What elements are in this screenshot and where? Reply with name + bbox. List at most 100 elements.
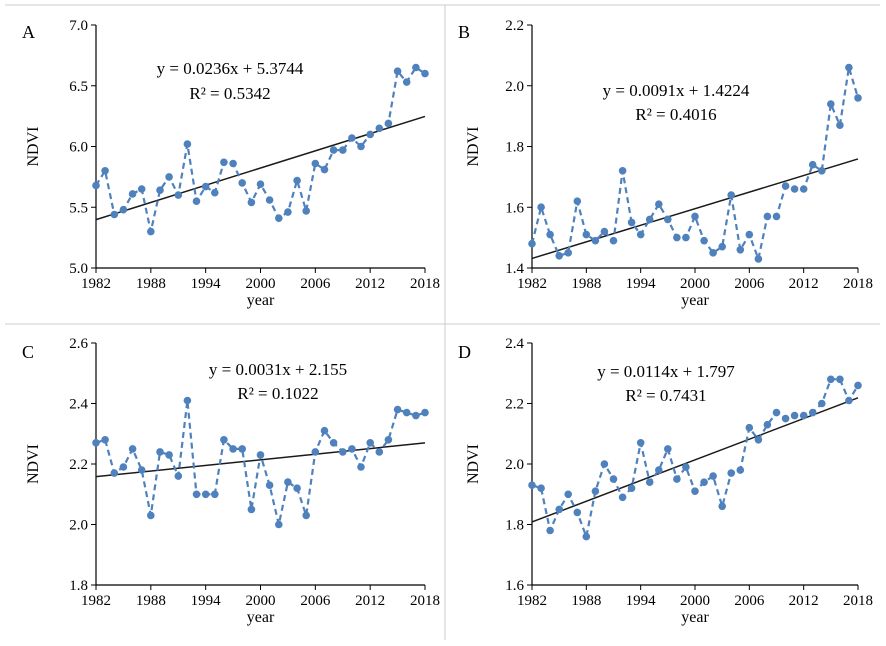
x-tick-label: 2000 [246,593,276,609]
r-squared-label: R² = 0.5342 [189,84,270,103]
data-point [555,505,563,514]
x-tick-label: 2006 [734,276,765,292]
data-point [384,119,393,128]
data-point [591,487,600,496]
data-point [836,375,844,384]
x-tick-label: 1988 [571,593,601,609]
data-point [799,185,808,193]
data-point [247,505,256,514]
y-tick-label: 2.0 [505,79,524,95]
data-point [101,167,109,175]
data-point [119,463,128,471]
x-tick-label: 1994 [191,276,222,292]
data-point [110,469,119,477]
y-tick-label: 1.6 [505,578,524,594]
data-point [718,502,726,511]
data-point [727,469,735,477]
data-point [339,448,347,456]
regression-equation: y = 0.0236x + 5.3744 [157,59,304,78]
data-point [564,490,572,499]
data-point [854,381,862,390]
data-point [220,158,228,167]
data-point [275,520,283,529]
y-tick-label: 1.6 [505,200,524,216]
data-point [573,508,582,517]
data-point [137,185,146,193]
data-point [600,227,609,236]
data-point [412,63,420,72]
data-point [201,490,210,499]
data-point [709,249,717,257]
data-point [339,146,347,154]
y-tick-label: 6.0 [69,140,88,156]
data-point [293,484,301,493]
data-point [818,167,826,175]
data-point [421,69,429,78]
x-tick-label: 1988 [571,276,601,292]
data-point [256,451,265,459]
data-point [147,227,155,236]
data-point [128,445,137,453]
data-point [192,197,201,205]
x-axis-title: year [681,292,709,309]
data-point [790,185,799,193]
y-tick-label: 2.2 [505,18,524,34]
data-point [537,203,545,211]
data-point [275,214,283,222]
y-tick-label: 2.0 [69,518,88,534]
data-point [573,197,582,205]
data-point [818,399,826,408]
chart-panel-b: 1.4 1.6 1.8 2.0 2.2 1982 1988 1994 2000 2006 2012 2… [458,18,873,309]
x-tick-label: 2000 [246,276,276,292]
data-point [636,439,645,447]
data-point [393,67,402,75]
x-tick-label: 2018 [843,276,873,292]
data-point [799,411,808,420]
data-point [348,134,356,142]
regression-equation: y = 0.0031x + 2.155 [209,360,347,379]
data-point [664,215,672,224]
y-tick-label: 2.4 [69,397,88,413]
data-point [627,484,636,493]
x-tick-label: 2018 [410,276,440,292]
y-tick-label: 2.0 [505,457,524,473]
data-point [808,160,817,169]
data-point [618,167,627,175]
trend-line [531,397,859,523]
regression-equation: y = 0.0114x + 1.797 [597,362,735,381]
data-point [609,236,618,245]
data-point [718,242,726,251]
data-point [555,252,563,260]
data-point [128,190,137,198]
data-point [808,408,817,417]
trend-line [95,115,426,221]
data-point [645,478,654,487]
x-axis-title: year [247,292,275,309]
data-point [682,463,690,471]
data-point [600,460,609,468]
data-point [691,212,699,221]
data-point [229,159,237,168]
x-axis-title: year [681,609,709,626]
x-tick-label: 2018 [410,593,440,609]
data-point [564,249,572,257]
data-point [137,466,146,474]
x-tick-label: 1994 [626,593,657,609]
y-tick-label: 5.5 [69,200,88,216]
series-line [95,400,426,525]
panel-letter: B [458,22,470,42]
data-point [165,451,173,459]
y-tick-label: 6.5 [69,79,88,95]
r-squared-label: R² = 0.1022 [237,384,318,403]
data-point [174,472,183,480]
data-point [366,439,375,447]
data-point [119,205,128,214]
x-tick-label: 2006 [734,593,765,609]
r-squared-label: R² = 0.7431 [625,386,706,405]
data-point [183,140,192,148]
data-point [101,436,109,444]
data-point [375,448,384,456]
y-tick-label: 5.0 [69,261,88,277]
y-tick-label: 1.8 [505,140,524,156]
data-point [211,188,219,197]
